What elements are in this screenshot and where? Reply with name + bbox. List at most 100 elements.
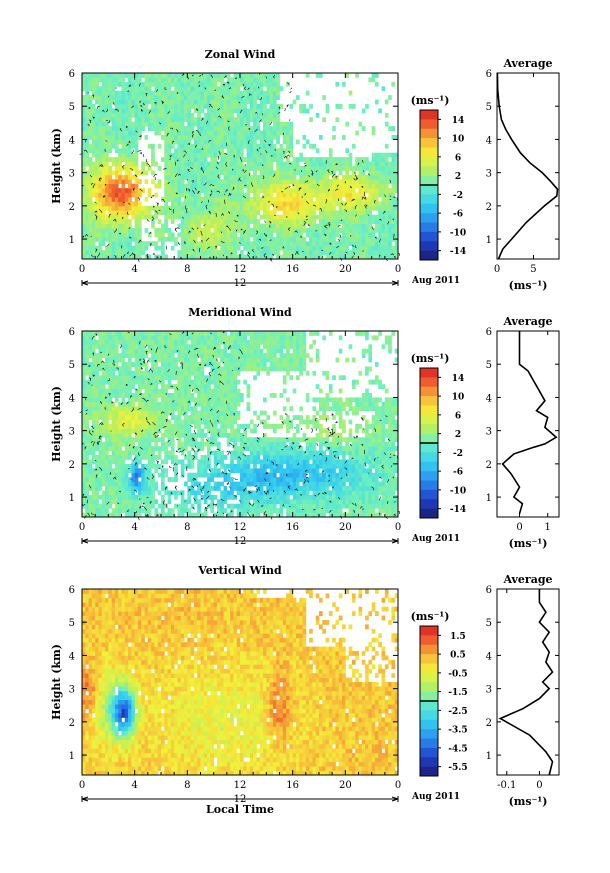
heatmap-cell: [190, 117, 195, 123]
heatmap-cell: [177, 152, 182, 158]
heatmap-cell: [305, 201, 310, 207]
heatmap-cell: [210, 236, 215, 242]
heatmap-cell: [266, 143, 271, 149]
heatmap-cell: [124, 494, 129, 500]
heatmap-cell: [365, 157, 369, 162]
heatmap-cell: [279, 161, 284, 167]
heatmap-cell: [223, 166, 228, 171]
heatmap-cell: [272, 117, 277, 123]
heatmap-cell: [348, 214, 353, 220]
contour-segment: [286, 104, 289, 108]
heatmap-cell: [184, 148, 188, 154]
heatmap-cell: [187, 205, 192, 211]
heatmap-cell: [246, 130, 251, 136]
heatmap-cell: [282, 170, 287, 176]
heatmap-cell: [213, 108, 218, 114]
heatmap-cell: [88, 192, 93, 198]
contour-segment: [233, 154, 236, 158]
heatmap-cell: [105, 455, 109, 460]
contour-segment: [199, 75, 202, 77]
heatmap-cell: [141, 468, 145, 474]
heatmap-cell: [220, 188, 224, 193]
heatmap-cell: [174, 188, 178, 193]
heatmap-cell: [131, 450, 136, 456]
heatmap-cell: [124, 339, 129, 345]
heatmap-cell: [230, 157, 234, 162]
heatmap-cell: [309, 166, 313, 171]
heatmap-cell: [88, 494, 93, 500]
heatmap-cell: [134, 192, 139, 198]
heatmap-cell: [118, 135, 122, 140]
heatmap-cell: [319, 201, 323, 207]
heatmap-cell: [325, 205, 330, 211]
heatmap-cell: [240, 250, 244, 255]
heatmap-cell: [141, 384, 145, 389]
contour-segment: [383, 210, 386, 214]
heatmap-cell: [374, 250, 379, 255]
heatmap-cell: [174, 95, 178, 100]
heatmap-cell: [134, 157, 139, 162]
heatmap-cell: [124, 477, 129, 482]
contour-segment: [242, 195, 247, 199]
heatmap-cell: [240, 228, 244, 233]
heatmap-cell: [134, 236, 139, 242]
heatmap-cell: [282, 179, 287, 185]
heatmap-cell: [131, 472, 136, 478]
heatmap-cell: [312, 210, 317, 216]
heatmap-cell: [286, 143, 290, 149]
heatmap-cell: [154, 370, 159, 376]
heatmap-cell: [88, 512, 93, 518]
heatmap-cell: [187, 241, 192, 247]
heatmap-cell: [203, 77, 208, 83]
heatmap-cell: [91, 188, 96, 193]
heatmap-cell: [108, 384, 113, 389]
heatmap-cell: [345, 232, 350, 238]
heatmap-cell: [170, 81, 175, 87]
heatmap-cell: [253, 112, 257, 118]
heatmap-cell: [200, 148, 205, 154]
heatmap-cell: [101, 379, 106, 385]
heatmap-cell: [161, 481, 165, 487]
heatmap-cell: [315, 197, 320, 202]
heatmap-cell: [177, 108, 182, 114]
heatmap-cell: [259, 232, 264, 238]
heatmap-cell: [348, 90, 353, 96]
heatmap-cell: [259, 77, 264, 83]
heatmap-cell: [302, 104, 307, 109]
heatmap-cell: [338, 170, 343, 176]
heatmap-cell: [101, 415, 106, 420]
colorbar-tick-label: 2: [455, 172, 461, 182]
heatmap-cell: [180, 117, 185, 123]
heatmap-cell: [85, 481, 89, 487]
heatmap-cell: [161, 339, 165, 345]
heatmap-cell: [315, 214, 320, 220]
heatmap-cell: [286, 81, 290, 87]
heatmap-cell: [249, 210, 254, 216]
heatmap-cell: [151, 77, 155, 83]
contour-segment: [288, 185, 291, 188]
contour-segment: [149, 242, 152, 246]
heatmap-cell: [299, 223, 303, 229]
heatmap-cell: [128, 401, 132, 407]
heatmap-cell: [121, 121, 126, 127]
heatmap-cell: [184, 353, 188, 358]
heatmap-cell: [128, 219, 132, 224]
heatmap-cell: [161, 112, 165, 118]
heatmap-cell: [187, 344, 192, 350]
heatmap-cell: [193, 494, 198, 500]
contour-segment: [234, 220, 238, 222]
heatmap-cell: [256, 135, 261, 140]
heatmap-cell: [292, 157, 297, 162]
heatmap-cell: [338, 228, 343, 233]
heatmap-cell: [91, 437, 96, 443]
heatmap-cell: [101, 135, 106, 140]
heatmap-cell: [164, 112, 168, 118]
heatmap-cell: [374, 179, 379, 185]
heatmap-cell: [108, 245, 113, 251]
heatmap-cell: [325, 210, 330, 216]
heatmap-cell: [124, 348, 129, 354]
heatmap-cell: [105, 121, 109, 127]
heatmap-cell: [256, 73, 261, 78]
heatmap-cell: [203, 245, 208, 251]
